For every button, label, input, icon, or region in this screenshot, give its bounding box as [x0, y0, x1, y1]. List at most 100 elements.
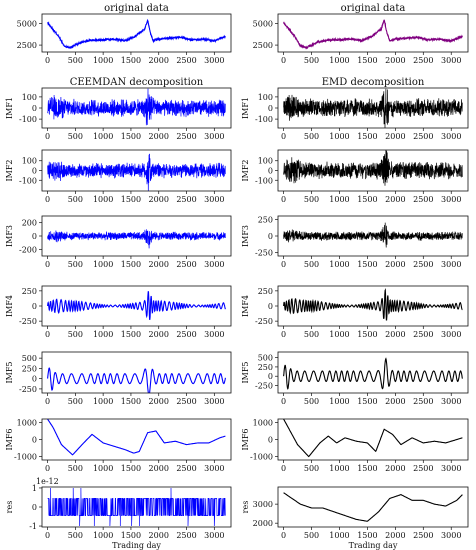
y-tick-label: 250: [258, 215, 273, 224]
plot-frame: [41, 13, 232, 53]
y-tick-label: 2000: [253, 519, 273, 528]
y-tick-label: -1: [29, 522, 37, 531]
x-tick-label: 2500: [413, 531, 433, 540]
x-tick-label: 2000: [149, 260, 169, 269]
x-tick-label: 1000: [329, 464, 349, 473]
series-line: [47, 153, 226, 191]
y-tick-label: -250: [255, 249, 273, 258]
series-line: [283, 357, 463, 390]
x-tick-label: 1500: [121, 464, 141, 473]
plot-frame: [277, 351, 469, 394]
series-line: [47, 419, 226, 456]
plot-frame: [277, 486, 469, 528]
x-tick-label: 2000: [149, 330, 169, 339]
x-tick-label: 0: [45, 330, 50, 339]
x-tick-label: 2000: [149, 195, 169, 204]
x-tick-label: 500: [68, 330, 83, 339]
x-tick-label: 3000: [204, 195, 224, 204]
y-tick-label: -100: [19, 115, 37, 124]
y-tick-label: 250: [22, 364, 37, 373]
y-tick-label: -100: [255, 176, 273, 185]
x-tick-label: 1500: [121, 56, 141, 65]
y-tick-label: 0: [32, 232, 37, 241]
x-tick-label: 500: [68, 260, 83, 269]
x-tick-label: 2500: [413, 464, 433, 473]
y-tick-label: 0: [32, 375, 37, 384]
y-axis-label: IMF1: [241, 97, 250, 119]
x-tick-label: 500: [304, 397, 319, 406]
x-tick-label: 0: [281, 464, 286, 473]
y-tick-label: -1000: [250, 453, 273, 462]
x-tick-label: 1500: [121, 397, 141, 406]
x-tick-label: 2000: [385, 464, 405, 473]
x-tick-label: 500: [68, 132, 83, 141]
x-tick-label: 1500: [357, 56, 377, 65]
x-tick-label: 1000: [329, 397, 349, 406]
x-tick-label: 1500: [121, 531, 141, 540]
y-axis-label: IMF4: [5, 295, 14, 317]
y-tick-label: 250: [258, 363, 273, 372]
series-line: [283, 88, 463, 128]
x-tick-label: 2500: [176, 260, 196, 269]
x-tick-label: 1000: [329, 260, 349, 269]
x-tick-label: 1000: [93, 397, 113, 406]
x-tick-label: 2000: [385, 531, 405, 540]
x-tick-label: 1000: [93, 260, 113, 269]
x-tick-label: 2000: [149, 132, 169, 141]
x-tick-label: 0: [281, 330, 286, 339]
x-tick-label: 1500: [357, 330, 377, 339]
x-tick-label: 2500: [413, 330, 433, 339]
x-tick-label: 3000: [204, 132, 224, 141]
y-axis-label: IMF6: [241, 429, 250, 451]
x-tick-label: 3000: [441, 260, 461, 269]
y-tick-label: 100: [258, 157, 273, 166]
y-tick-label: 250: [22, 287, 37, 296]
y-tick-label: 500: [258, 354, 273, 363]
y-tick-label: -1000: [14, 453, 37, 462]
x-tick-label: 2500: [176, 531, 196, 540]
x-tick-label: 1500: [121, 195, 141, 204]
x-tick-label: 3000: [441, 397, 461, 406]
y-tick-label: 2500: [253, 41, 273, 50]
x-tick-label: 500: [304, 132, 319, 141]
x-tick-label: 2500: [413, 397, 433, 406]
y-tick-label: 0: [32, 167, 37, 176]
x-tick-label: 2000: [385, 260, 405, 269]
x-tick-label: 3000: [441, 464, 461, 473]
x-tick-label: 1000: [93, 330, 113, 339]
x-tick-label: 1500: [357, 195, 377, 204]
series-line: [283, 419, 463, 458]
y-axis-label: IMF6: [5, 429, 14, 451]
y-tick-label: 100: [258, 93, 273, 102]
x-tick-label: 2000: [149, 464, 169, 473]
y-tick-label: 1000: [17, 418, 37, 427]
x-tick-label: 2000: [149, 531, 169, 540]
x-tick-label: 2000: [385, 56, 405, 65]
x-tick-label: 1000: [93, 132, 113, 141]
x-tick-label: 1000: [329, 56, 349, 65]
x-tick-label: 500: [68, 56, 83, 65]
x-tick-label: 1000: [329, 330, 349, 339]
x-tick-label: 3000: [204, 56, 224, 65]
x-tick-label: 2500: [176, 464, 196, 473]
axis-offset-text: 1e-12: [36, 477, 59, 486]
x-tick-label: 3000: [441, 132, 461, 141]
x-tick-label: 1500: [121, 132, 141, 141]
y-tick-label: 200: [22, 219, 37, 228]
y-axis-label: IMF5: [241, 362, 250, 384]
panel-title: CEEMDAN decomposition: [70, 77, 204, 88]
x-tick-label: 3000: [204, 464, 224, 473]
y-tick-label: 500: [22, 354, 37, 363]
y-tick-label: 0: [32, 436, 37, 445]
y-tick-label: 0: [268, 167, 273, 176]
y-axis-label: IMF2: [241, 160, 250, 182]
y-tick-label: -250: [255, 382, 273, 391]
panel-orig-left: original data 2500 5000 0 500 1000 1500 2000 250…: [17, 3, 232, 65]
